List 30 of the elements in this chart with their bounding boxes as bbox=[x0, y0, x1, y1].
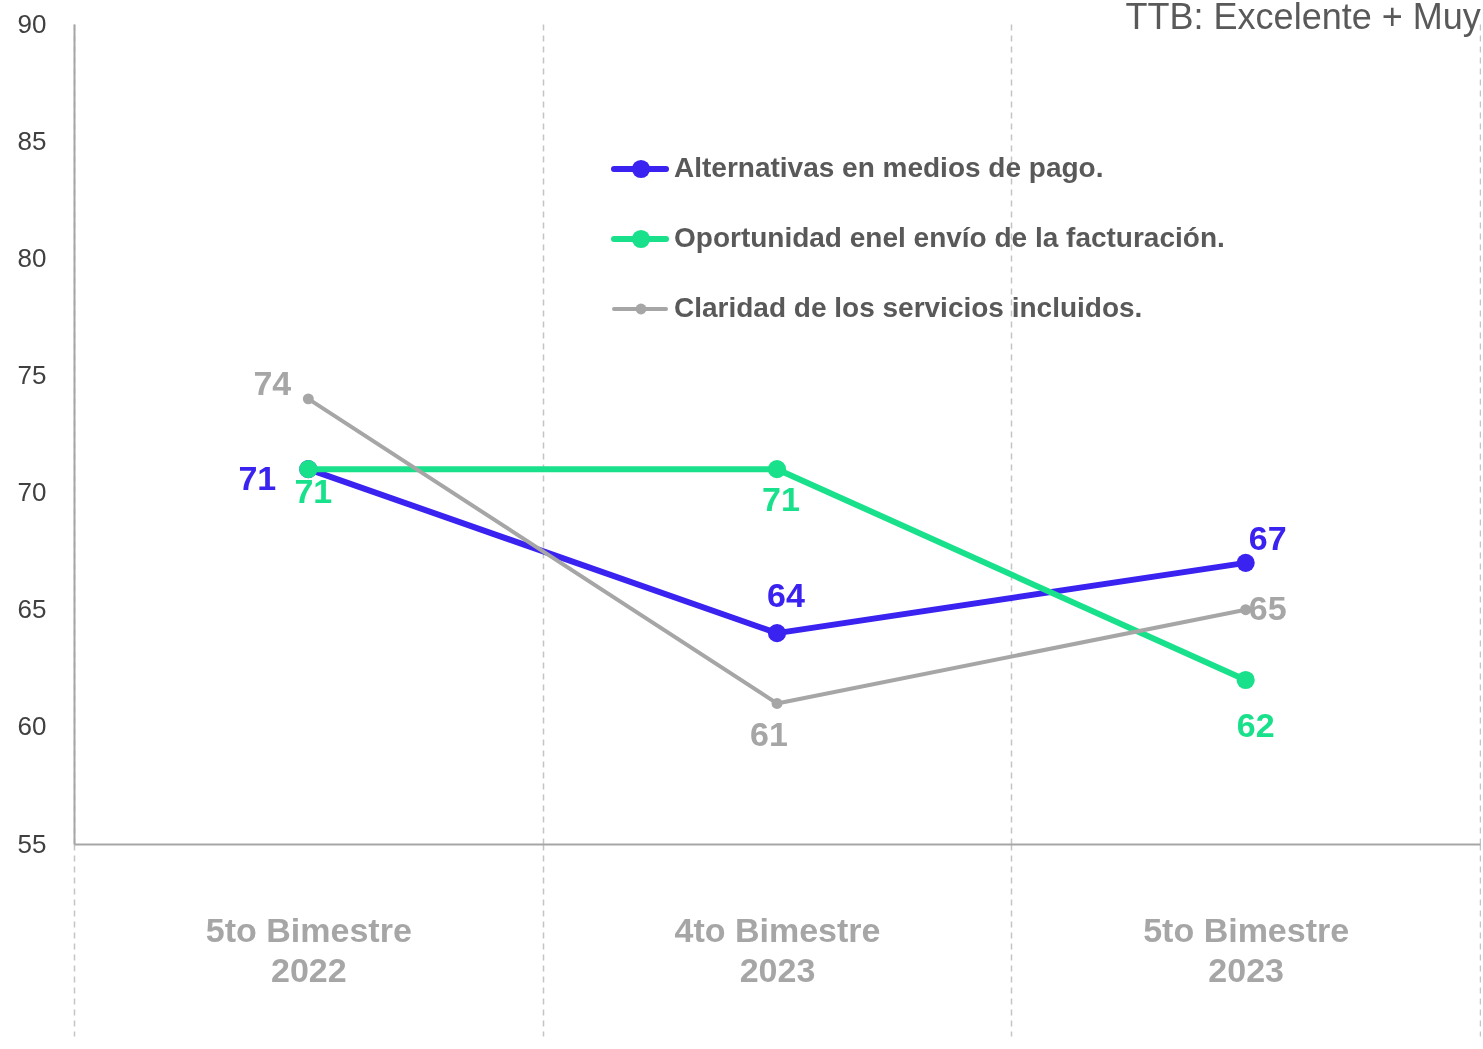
y-tick-label: 75 bbox=[17, 359, 47, 390]
y-tick-label: 65 bbox=[17, 594, 47, 625]
point bbox=[767, 460, 787, 479]
x-tick-label: 4to Bimestre 2023 bbox=[674, 910, 881, 989]
data-label: 64 bbox=[767, 576, 805, 615]
data-label: 67 bbox=[1248, 518, 1287, 557]
legend-label: Alternativas en medios de pago. bbox=[674, 152, 1104, 183]
point bbox=[1236, 553, 1255, 572]
y-tick-label: 55 bbox=[17, 828, 47, 859]
y-tick-label: 85 bbox=[17, 125, 47, 156]
point bbox=[302, 393, 314, 405]
point bbox=[767, 624, 787, 643]
x-tick-label: 5to Bimestre 2022 bbox=[205, 910, 412, 989]
y-tick-label: 70 bbox=[17, 477, 47, 508]
y-tick-label: 90 bbox=[17, 8, 47, 39]
data-label: 62 bbox=[1236, 706, 1275, 744]
y-tick-label: 80 bbox=[17, 242, 47, 273]
x-tick-label: 5to Bimestre 2023 bbox=[1143, 910, 1350, 989]
data-label: 61 bbox=[750, 715, 788, 754]
data-label: 71 bbox=[762, 480, 800, 519]
data-label: 71 bbox=[294, 472, 333, 511]
data-label: 65 bbox=[1248, 588, 1287, 627]
legend-label: Claridad de los servicios incluidos. bbox=[674, 292, 1143, 323]
y-tick-label: 60 bbox=[17, 711, 47, 742]
data-label: 71 bbox=[238, 459, 277, 498]
point bbox=[771, 697, 783, 709]
point bbox=[1236, 670, 1255, 690]
data-label: 74 bbox=[253, 363, 292, 402]
legend-label: Oportunidad enel envío de la facturación. bbox=[674, 222, 1225, 253]
chart-title: TTB: Excelente + Muy bbox=[1125, 0, 1481, 37]
